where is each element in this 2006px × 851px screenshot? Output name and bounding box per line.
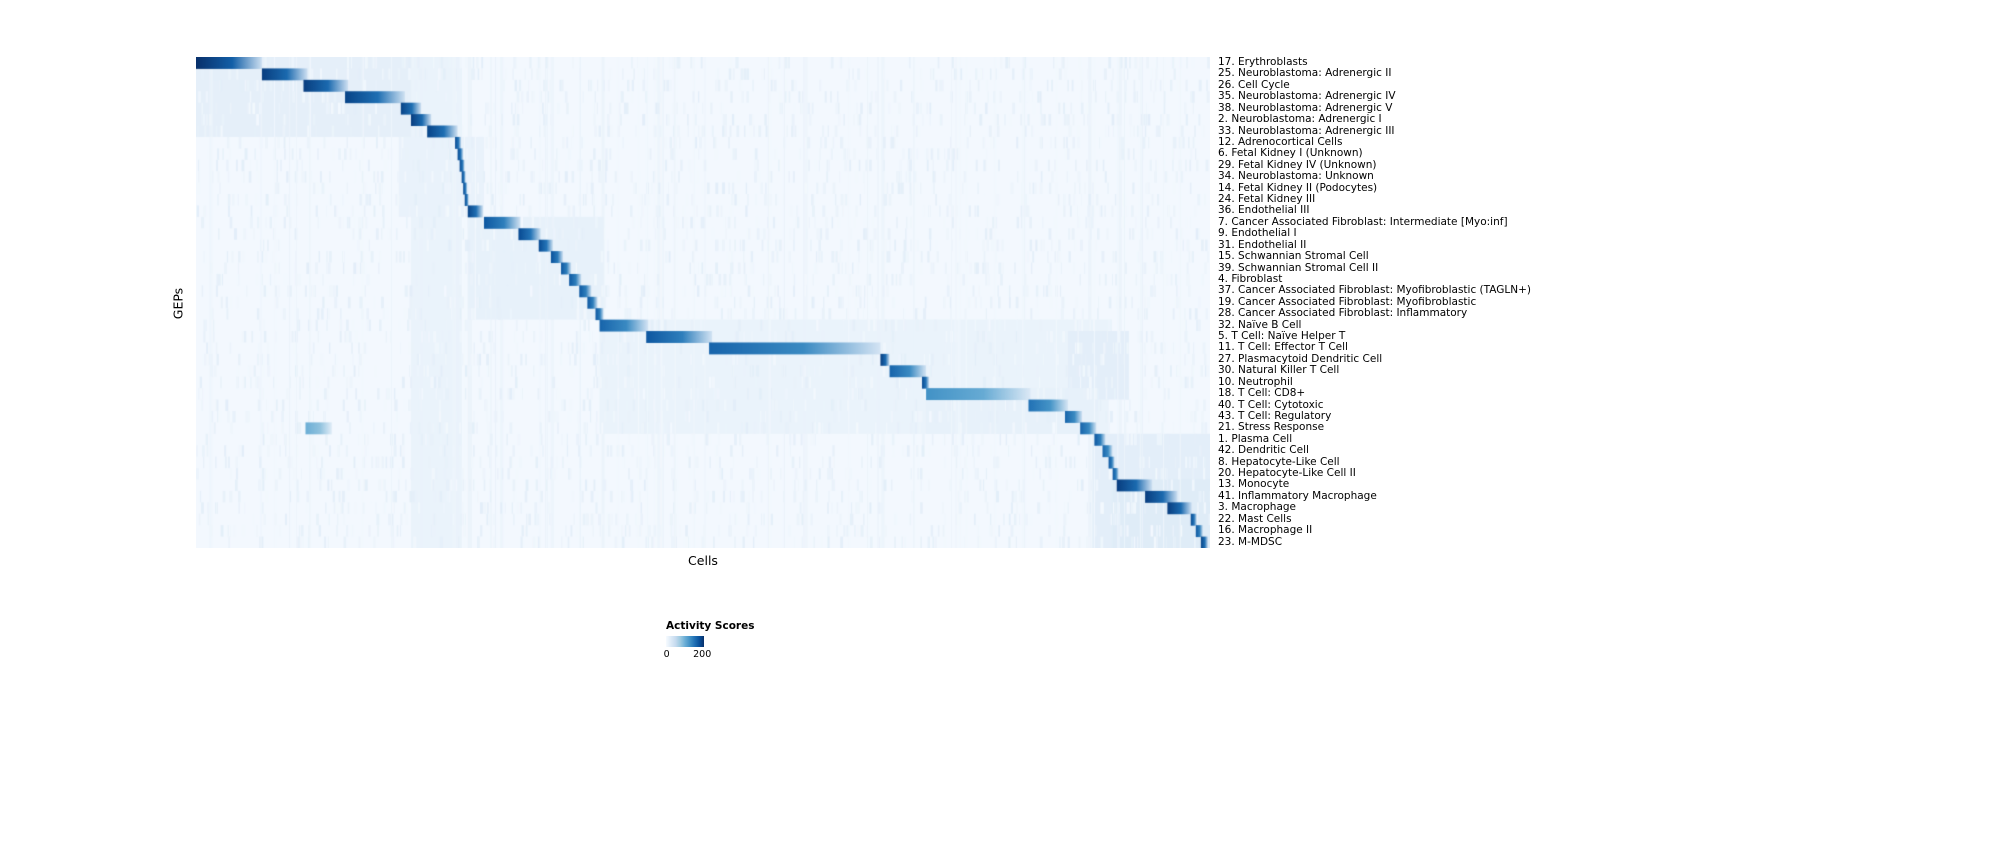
row-label: 22. Mast Cells [1218,512,1292,525]
colorbar-tick-min: 0 [663,649,670,660]
heatmap-canvas [196,57,1210,548]
row-label: 2. Neuroblastoma: Adrenergic I [1218,113,1382,126]
colorbar-ticks: 0 200 [663,649,712,663]
row-label: 35. Neuroblastoma: Adrenergic IV [1218,90,1396,103]
x-axis-label: Cells [688,553,718,568]
row-labels: 17. Erythroblasts 25. Neuroblastoma: Adre… [1218,56,1858,548]
row-label: 25. Neuroblastoma: Adrenergic II [1218,67,1392,80]
row-label: 11. T Cell: Effector T Cell [1218,341,1348,354]
row-label: 21. Stress Response [1218,421,1325,434]
colorbar-legend: Activity Scores 0 200 [663,620,755,663]
row-label: 15. Schwannian Stromal Cell [1218,250,1369,263]
colorbar-gradient [666,636,704,647]
heatmap [196,57,1210,548]
row-label: 40. T Cell: Cytotoxic [1218,398,1324,411]
row-label: 23. M-MDSC [1218,535,1283,548]
row-label: 29. Fetal Kidney IV (Unknown) [1218,158,1377,171]
row-label: 26. Cell Cycle [1218,78,1290,91]
row-label: 7. Cancer Associated Fibroblast: Interme… [1218,215,1508,228]
colorbar-tick-max: 200 [693,649,712,660]
row-label: 34. Neuroblastoma: Unknown [1218,170,1374,183]
row-label: 31. Endothelial II [1218,238,1307,251]
row-label: 39. Schwannian Stromal Cell II [1218,261,1379,274]
row-label: 28. Cancer Associated Fibroblast: Inflam… [1218,307,1468,320]
colorbar-title: Activity Scores [666,620,755,632]
row-label: 18. T Cell: CD8+ [1218,387,1306,400]
row-label: 37. Cancer Associated Fibroblast: Myofib… [1218,284,1531,297]
row-label: 36. Endothelial III [1218,204,1310,217]
row-label: 42. Dendritic Cell [1218,444,1309,457]
row-label: 17. Erythroblasts [1218,56,1308,68]
row-label: 4. Fibroblast [1218,272,1283,285]
row-label: 5. T Cell: Naïve Helper T [1218,330,1346,343]
row-label: 41. Inflammatory Macrophage [1218,489,1377,502]
y-axis-label: GEPs [170,287,186,320]
row-label: 6. Fetal Kidney I (Unknown) [1218,147,1363,160]
row-label: 13. Monocyte [1218,478,1290,491]
row-label: 1. Plasma Cell [1218,432,1293,445]
row-label: 20. Hepatocyte-Like Cell II [1218,467,1356,480]
row-label: 3. Macrophage [1218,501,1297,514]
row-label: 32. Naïve B Cell [1218,318,1302,331]
row-label: 14. Fetal Kidney II (Podocytes) [1218,181,1378,194]
row-label: 12. Adrenocortical Cells [1218,135,1343,148]
row-label: 24. Fetal Kidney III [1218,193,1316,206]
row-label: 38. Neuroblastoma: Adrenergic V [1218,101,1393,114]
row-label: 30. Natural Killer T Cell [1218,364,1340,377]
row-label: 10. Neutrophil [1218,375,1293,388]
row-label: 33. Neuroblastoma: Adrenergic III [1218,124,1395,137]
row-label: 19. Cancer Associated Fibroblast: Myofib… [1218,295,1477,308]
row-label: 9. Endothelial I [1218,227,1297,240]
row-label: 43. T Cell: Regulatory [1218,409,1332,422]
row-label: 16. Macrophage II [1218,524,1313,537]
row-label: 8. Hepatocyte-Like Cell [1218,455,1340,468]
row-label: 27. Plasmacytoid Dendritic Cell [1218,352,1383,365]
